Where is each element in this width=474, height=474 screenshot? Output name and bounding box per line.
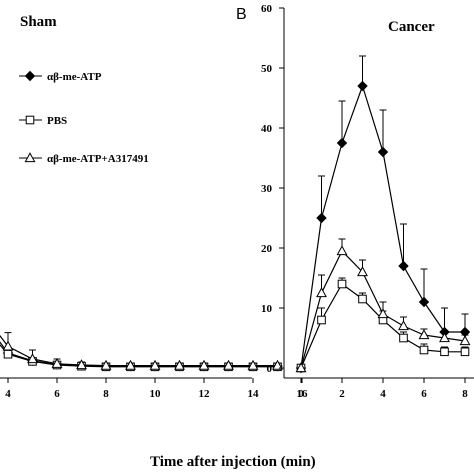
sham-data-point [51,357,63,368]
cancer-y-tick-label: 30 [261,183,273,195]
legend: αβ-me-ATP PBS αβ-me-ATP+A317491 [19,70,149,165]
cancer-y-tick-label: 50 [261,63,273,75]
cancer-data-point [295,362,307,373]
cancer-series [295,55,471,374]
sham-series-line-0 [0,341,278,367]
cancer-data-point [316,287,327,298]
legend-label-0: αβ-me-ATP [47,71,102,83]
sham-x-tick-label: 12 [199,388,211,400]
sham-x-tick-label: 4 [5,388,11,400]
cancer-data-point [317,315,326,325]
cancer-data-point [419,345,429,355]
sham-data-point [100,359,112,370]
cancer-title: Cancer [388,19,435,35]
cancer-y-tick-label: 0 [267,363,273,375]
sham-series [0,332,283,372]
cancer-data-point [460,347,470,357]
legend-marker-1 [25,115,35,125]
sham-data-point [272,359,283,370]
cancer-data-point [459,335,471,346]
sham-x-ticks: 4 6 8 10 12 14 16 [5,378,308,400]
sham-data-point [27,353,38,364]
cancer-data-point [358,294,367,304]
cancer-y-ticks: 0 10 20 30 40 50 60 [261,3,284,375]
panel-sham: 4 6 8 10 12 14 16 Sham αβ-me-ATP PBS αβ-me-ATP+A… [0,14,308,400]
cancer-data-point [316,212,327,224]
cancer-data-point [377,146,389,158]
legend-marker-2 [24,152,36,163]
panel-cancer: B 0 10 20 30 40 50 60 0 2 4 6 8 Cancer [236,3,474,400]
cancer-y-tick-label: 40 [261,123,273,135]
sham-data-point [3,349,13,359]
cancer-x-tick-label: 4 [380,388,386,400]
cancer-data-point [439,332,450,343]
cancer-y-tick-label: 60 [261,3,273,15]
cancer-data-point [357,80,368,92]
cancer-x-tick-label: 8 [462,388,468,400]
sham-data-point [247,359,259,370]
legend-label-2: αβ-me-ATP+A317491 [47,153,149,165]
cancer-data-point [336,137,348,149]
cancer-data-point [337,279,347,289]
panel-b-letter: B [236,6,247,23]
cancer-y-tick-label: 10 [261,303,273,315]
sham-data-point [76,359,87,370]
cancer-x-ticks: 0 2 4 6 8 [298,378,468,400]
legend-marker-0 [24,70,36,82]
cancer-x-tick-label: 2 [339,388,345,400]
sham-x-tick-label: 8 [103,388,109,400]
sham-data-point [223,359,234,370]
cancer-data-point [398,320,409,331]
cancer-data-point [399,333,408,343]
sham-title: Sham [20,14,57,30]
sham-data-point [174,359,185,370]
cancer-data-point [398,260,409,272]
sham-x-tick-label: 10 [150,388,162,400]
sham-x-tick-label: 14 [248,388,260,400]
sham-data-point [125,359,136,370]
sham-data-point [198,359,210,370]
cancer-data-point [418,296,430,308]
cancer-x-tick-label: 0 [298,388,304,400]
sham-x-tick-label: 16 [297,388,309,400]
cancer-data-point [336,245,348,256]
sham-data-point [2,340,14,351]
cancer-x-tick-label: 6 [421,388,427,400]
sham-data-point [149,359,161,370]
cancer-data-point [377,308,389,319]
cancer-data-point [418,329,430,340]
x-axis-label: Time after injection (min) [150,454,316,470]
cancer-data-point [440,347,449,357]
legend-label-1: PBS [47,115,67,127]
sham-x-tick-label: 6 [54,388,60,400]
cancer-y-tick-label: 20 [261,243,273,255]
sham-series-line-2 [0,334,278,367]
cancer-data-point [357,266,368,277]
